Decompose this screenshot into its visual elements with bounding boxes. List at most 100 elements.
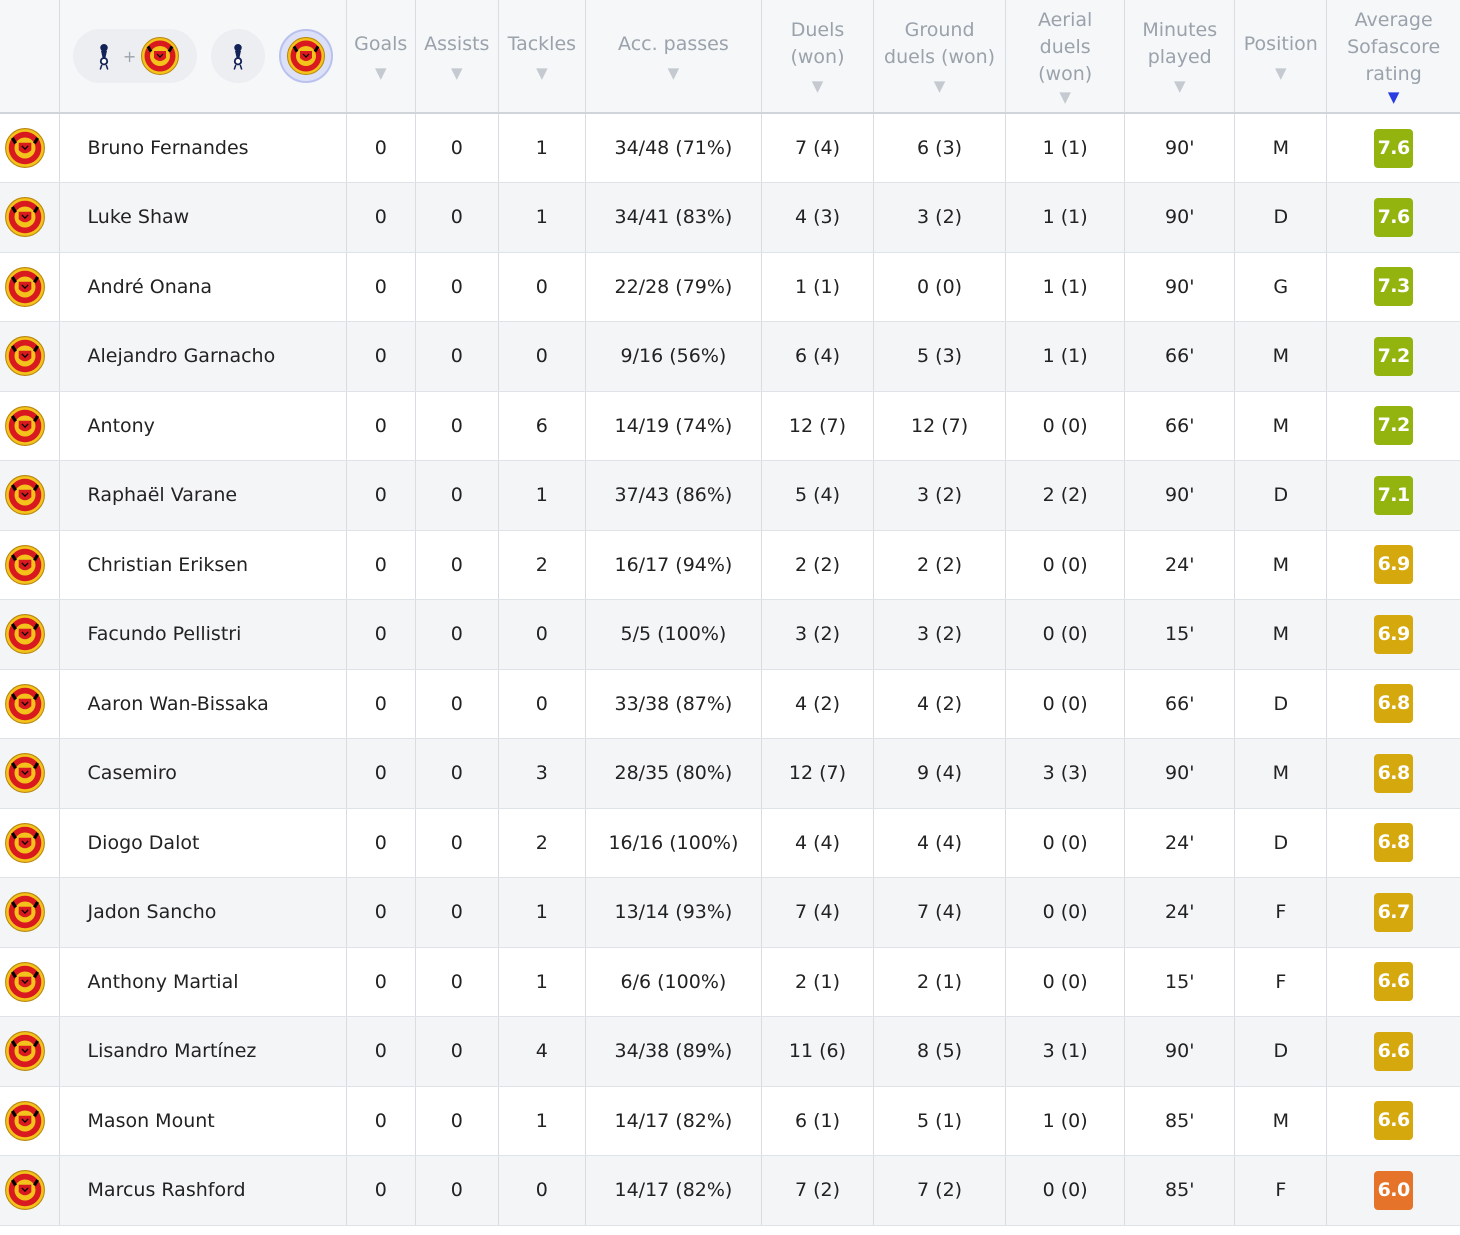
goals-value: 0 — [346, 1016, 416, 1087]
table-row[interactable]: Antony 0 0 6 14/19 (74%) 12 (7) 12 (7) 0… — [0, 391, 1460, 461]
tackles-value: 0 — [498, 669, 586, 739]
aerial-duels-value: 0 (0) — [1005, 530, 1126, 600]
man-utd-crest-icon — [4, 891, 46, 933]
ground-duels-value: 4 (2) — [873, 669, 1007, 739]
player-name[interactable]: André Onana — [59, 252, 347, 322]
minutes-played-value: 15' — [1124, 947, 1236, 1017]
player-name[interactable]: Mason Mount — [59, 1086, 347, 1156]
header-label: Assists — [424, 32, 490, 55]
rating-cell: 7.2 — [1326, 391, 1460, 461]
rating-cell: 6.6 — [1326, 1086, 1460, 1156]
table-row[interactable]: Aaron Wan-Bissaka 0 0 0 33/38 (87%) 4 (2… — [0, 669, 1460, 739]
goals-value: 0 — [346, 599, 416, 670]
sort-arrow-icon: ▼ — [1275, 63, 1287, 82]
table-row[interactable]: Diogo Dalot 0 0 2 16/16 (100%) 4 (4) 4 (… — [0, 808, 1460, 878]
accurate-passes-value: 14/17 (82%) — [585, 1155, 762, 1226]
aerial-duels-value: 0 (0) — [1005, 808, 1126, 878]
player-name[interactable]: Luke Shaw — [59, 182, 347, 253]
team-crest-cell — [0, 1155, 60, 1226]
minutes-played-value: 66' — [1124, 669, 1236, 739]
tackles-value: 1 — [498, 460, 586, 531]
sort-arrow-active-icon: ▼ — [1387, 87, 1400, 106]
assists-value: 0 — [415, 877, 499, 948]
rating-cell: 6.6 — [1326, 947, 1460, 1017]
tackles-value: 0 — [498, 599, 586, 670]
column-header-minutes[interactable]: Minutes played ▼ — [1124, 0, 1236, 114]
column-header-goals[interactable]: Goals ▼ — [346, 0, 416, 114]
column-header-position[interactable]: Position ▼ — [1234, 0, 1328, 114]
position-value: D — [1234, 1016, 1328, 1087]
column-header-aerial-duels[interactable]: Aerial duels (won) ▼ — [1005, 0, 1126, 114]
tackles-value: 0 — [498, 1155, 586, 1226]
rating-cell: 6.9 — [1326, 599, 1460, 670]
rating-badge: 6.8 — [1374, 684, 1414, 724]
player-name[interactable]: Raphaël Varane — [59, 460, 347, 531]
duels-value: 4 (2) — [761, 669, 875, 739]
assists-value: 0 — [415, 599, 499, 670]
filter-man-utd-button[interactable] — [278, 29, 333, 83]
position-value: D — [1234, 669, 1328, 739]
position-value: D — [1234, 460, 1328, 531]
duels-value: 1 (1) — [761, 252, 875, 322]
position-value: D — [1234, 182, 1328, 253]
table-row[interactable]: Raphaël Varane 0 0 1 37/43 (86%) 5 (4) 3… — [0, 460, 1460, 531]
table-row[interactable]: Alejandro Garnacho 0 0 0 9/16 (56%) 6 (4… — [0, 321, 1460, 392]
tackles-value: 0 — [498, 321, 586, 392]
player-name[interactable]: Diogo Dalot — [59, 808, 347, 878]
table-row[interactable]: Luke Shaw 0 0 1 34/41 (83%) 4 (3) 3 (2) … — [0, 182, 1460, 253]
player-name[interactable]: Marcus Rashford — [59, 1155, 347, 1226]
man-utd-crest-icon — [4, 822, 46, 864]
position-value: D — [1234, 808, 1328, 878]
player-name[interactable]: Alejandro Garnacho — [59, 321, 347, 392]
assists-value: 0 — [415, 669, 499, 739]
minutes-played-value: 90' — [1124, 460, 1236, 531]
rating-cell: 7.1 — [1326, 460, 1460, 531]
assists-value: 0 — [415, 391, 499, 461]
goals-value: 0 — [346, 669, 416, 739]
table-row[interactable]: Marcus Rashford 0 0 0 14/17 (82%) 7 (2) … — [0, 1155, 1460, 1226]
column-header-rating[interactable]: Average Sofascore rating ▼ — [1326, 0, 1460, 114]
filter-both-teams-button[interactable]: + — [72, 29, 197, 83]
position-value: M — [1234, 391, 1328, 461]
accurate-passes-value: 37/43 (86%) — [585, 460, 762, 531]
table-row[interactable]: Lisandro Martínez 0 0 4 34/38 (89%) 11 (… — [0, 1016, 1460, 1087]
team-filter: + — [62, 29, 344, 83]
tackles-value: 1 — [498, 182, 586, 253]
assists-value: 0 — [415, 1016, 499, 1087]
man-utd-crest-icon — [4, 405, 46, 447]
table-row[interactable]: André Onana 0 0 0 22/28 (79%) 1 (1) 0 (0… — [0, 252, 1460, 322]
rating-cell: 6.7 — [1326, 877, 1460, 948]
ground-duels-value: 6 (3) — [873, 113, 1007, 183]
player-name[interactable]: Antony — [59, 391, 347, 461]
column-header-assists[interactable]: Assists ▼ — [415, 0, 499, 114]
table-row[interactable]: Jadon Sancho 0 0 1 13/14 (93%) 7 (4) 7 (… — [0, 877, 1460, 948]
table-row[interactable]: Facundo Pellistri 0 0 0 5/5 (100%) 3 (2)… — [0, 599, 1460, 670]
player-name[interactable]: Facundo Pellistri — [59, 599, 347, 670]
aerial-duels-value: 1 (1) — [1005, 113, 1126, 183]
ground-duels-value: 0 (0) — [873, 252, 1007, 322]
table-row[interactable]: Mason Mount 0 0 1 14/17 (82%) 6 (1) 5 (1… — [0, 1086, 1460, 1156]
player-name[interactable]: Casemiro — [59, 738, 347, 809]
table-row[interactable]: Christian Eriksen 0 0 2 16/17 (94%) 2 (2… — [0, 530, 1460, 600]
column-header-ground-duels[interactable]: Ground duels (won) ▼ — [873, 0, 1007, 114]
man-utd-crest-icon — [4, 196, 46, 238]
tackles-value: 1 — [498, 947, 586, 1017]
player-name[interactable]: Bruno Fernandes — [59, 113, 347, 183]
team-crest-cell — [0, 599, 60, 670]
column-header-duels[interactable]: Duels (won) ▼ — [761, 0, 875, 114]
table-row[interactable]: Bruno Fernandes 0 0 1 34/48 (71%) 7 (4) … — [0, 113, 1460, 183]
sort-arrow-icon: ▼ — [667, 63, 680, 82]
column-header-tackles[interactable]: Tackles ▼ — [498, 0, 586, 114]
aerial-duels-value: 3 (1) — [1005, 1016, 1126, 1087]
filter-tottenham-button[interactable] — [210, 29, 265, 83]
team-crest-cell — [0, 391, 60, 461]
player-name[interactable]: Aaron Wan-Bissaka — [59, 669, 347, 739]
player-name[interactable]: Jadon Sancho — [59, 877, 347, 948]
column-header-passes[interactable]: Acc. passes ▼ — [585, 0, 762, 114]
table-row[interactable]: Casemiro 0 0 3 28/35 (80%) 12 (7) 9 (4) … — [0, 738, 1460, 809]
player-name[interactable]: Anthony Martial — [59, 947, 347, 1017]
table-row[interactable]: Anthony Martial 0 0 1 6/6 (100%) 2 (1) 2… — [0, 947, 1460, 1017]
assists-value: 0 — [415, 530, 499, 600]
player-name[interactable]: Lisandro Martínez — [59, 1016, 347, 1087]
player-name[interactable]: Christian Eriksen — [59, 530, 347, 600]
